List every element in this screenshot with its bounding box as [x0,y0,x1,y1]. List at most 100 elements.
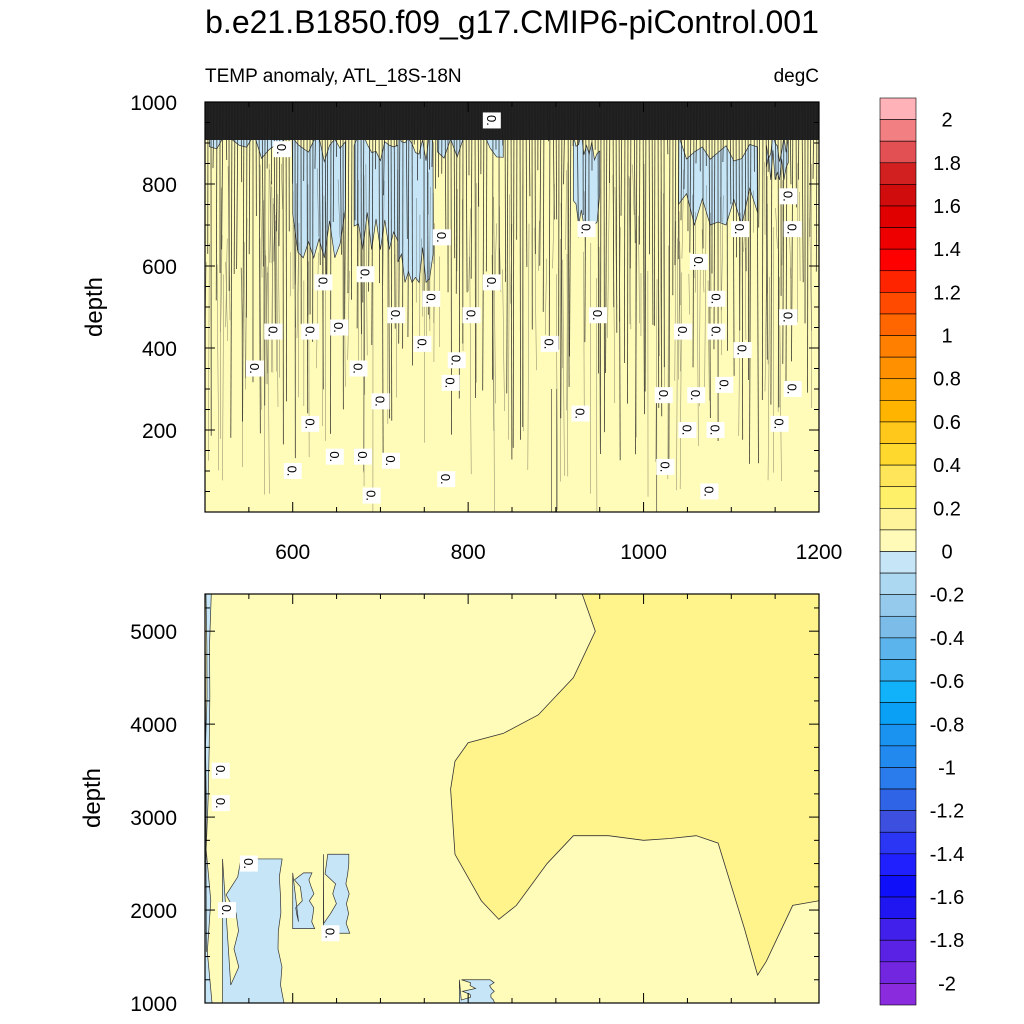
colorbar-label-16: -1.2 [930,801,964,823]
colorbar-swatch-18 [879,486,917,509]
upper-contour-label-45: 0. [273,141,292,158]
lower-negative-region-0 [205,594,213,1003]
colorbar-swatch-40 [879,961,917,984]
colorbar: 2 1.8 1.6 1.4 1.2 1 0.8 0.6 0.4 0.2 0 -0.2 -0.4 -0.6 -… [879,97,964,1006]
colorbar-label-11: -0.2 [930,585,964,607]
upper-contour-label-7: 0. [656,458,675,475]
colorbar-swatch-3 [879,162,917,185]
colorbar-label-8: 0.4 [933,455,961,477]
upper-panel: TEMP anomaly, ATL_18S-18N degC 0.0.0.0.0… [81,66,842,564]
colorbar-swatch-6 [879,227,917,250]
colorbar-swatch-21 [879,551,917,574]
svg-text:0.: 0. [688,390,703,401]
svg-text:0.: 0. [708,326,723,337]
svg-text:0.: 0. [701,486,716,497]
svg-text:0.: 0. [542,338,557,349]
lower-negative-region-1 [222,858,285,1003]
colorbar-swatch-30 [879,745,917,768]
colorbar-label-12: -0.4 [930,628,964,650]
upper-contour-label-11: 0. [770,415,789,432]
colorbar-label-17: -1.4 [930,844,964,866]
upper-contour-label-32: 0. [779,309,798,326]
colorbar-swatch-33 [879,810,917,833]
svg-text:0.: 0. [679,425,694,436]
svg-text:0.: 0. [656,390,671,401]
colorbar-label-19: -1.8 [930,930,964,952]
colorbar-swatch-28 [879,702,917,725]
lower-ylabel: depth [79,768,106,828]
svg-text:0.: 0. [707,425,722,436]
upper-plot-area: 0. 0. 0. 0. 0. 0. 0. 0. 0. 0. 0. 0. 0. 0. 0. 0. 0. 0. 0. 0.… [205,102,819,512]
lower-negative-region-2 [292,872,316,929]
svg-text:0.: 0. [241,858,256,869]
upper-contour-label-38: 0. [356,266,375,283]
upper-ytick-label-2: 600 [142,256,177,279]
upper-contour-label-31: 0. [387,307,406,324]
svg-text:0.: 0. [772,418,787,429]
svg-text:0.: 0. [438,474,453,485]
svg-text:0.: 0. [285,466,300,477]
colorbar-label-15: -1 [938,757,956,779]
colorbar-swatch-13 [879,378,917,401]
svg-text:0.: 0. [351,363,366,374]
upper-contour-label-6: 0. [381,452,400,469]
colorbar-swatch-19 [879,508,917,531]
svg-text:0.: 0. [464,310,479,321]
upper-contour-label-15: 0. [687,387,706,404]
svg-text:0.: 0. [372,396,387,407]
upper-contour-label-9: 0. [678,422,697,438]
svg-text:0.: 0. [219,905,234,916]
colorbar-label-3: 1.4 [933,239,961,261]
upper-contour-label-44: 0. [779,188,798,205]
colorbar-swatch-25 [879,637,917,660]
svg-text:0.: 0. [735,345,750,356]
colorbar-label-5: 1 [941,326,952,348]
upper-contour-label-24: 0. [540,335,559,352]
colorbar-label-9: 0.2 [933,498,961,520]
colorbar-swatch-9 [879,292,917,315]
upper-contour-label-1: 0. [437,471,456,488]
upper-contour-label-18: 0. [441,374,460,391]
lower-axes: 1000 2000 3000 4000 5000 [130,594,820,1016]
upper-right-label: degC [774,66,819,87]
svg-text:0.: 0. [484,115,499,126]
colorbar-label-18: -1.6 [930,887,964,909]
colorbar-label-6: 0.8 [933,369,961,391]
svg-text:0.: 0. [484,277,499,288]
colorbar-swatch-5 [879,205,917,228]
colorbar-swatch-20 [879,529,917,552]
svg-text:0.: 0. [691,256,706,267]
upper-ylabel: depth [81,277,108,337]
svg-text:0.: 0. [355,451,370,462]
svg-text:0.: 0. [265,326,280,337]
upper-contour-label-22: 0. [733,342,752,359]
colorbar-swatch-15 [879,421,917,444]
lower-ytick-label-1: 2000 [130,900,177,923]
upper-contour-label-20: 0. [349,360,368,377]
upper-contour-label-13: 0. [371,393,390,410]
svg-text:0.: 0. [449,355,464,366]
colorbar-swatch-0 [879,97,917,120]
svg-text:0.: 0. [315,277,330,288]
upper-ytick-label-1: 400 [142,338,177,361]
colorbar-label-14: -0.8 [930,714,964,736]
lower-ytick-label-4: 5000 [130,621,177,644]
colorbar-swatch-14 [879,400,917,423]
svg-text:0.: 0. [247,363,262,374]
upper-contour-label-43: 0. [783,221,802,238]
svg-text:0.: 0. [785,384,800,395]
lower-negative-region-4 [459,979,495,1003]
figure-title: b.e21.B1850.f09_g17.CMIP6-piControl.001 [205,4,819,40]
svg-text:0.: 0. [708,293,723,304]
colorbar-swatch-23 [879,594,917,617]
colorbar-label-4: 1.2 [933,282,961,304]
svg-text:0.: 0. [780,312,795,323]
upper-xtick-label-2: 1000 [620,541,667,564]
lower-panel: 0. 0. 0. 0. 0. 1000 2000 3000 4000 5000 depth [79,593,820,1016]
colorbar-swatch-11 [879,335,917,358]
colorbar-swatch-17 [879,464,917,488]
svg-text:0.: 0. [572,408,587,419]
svg-text:0.: 0. [331,322,346,333]
lower-warm-region [450,594,819,977]
